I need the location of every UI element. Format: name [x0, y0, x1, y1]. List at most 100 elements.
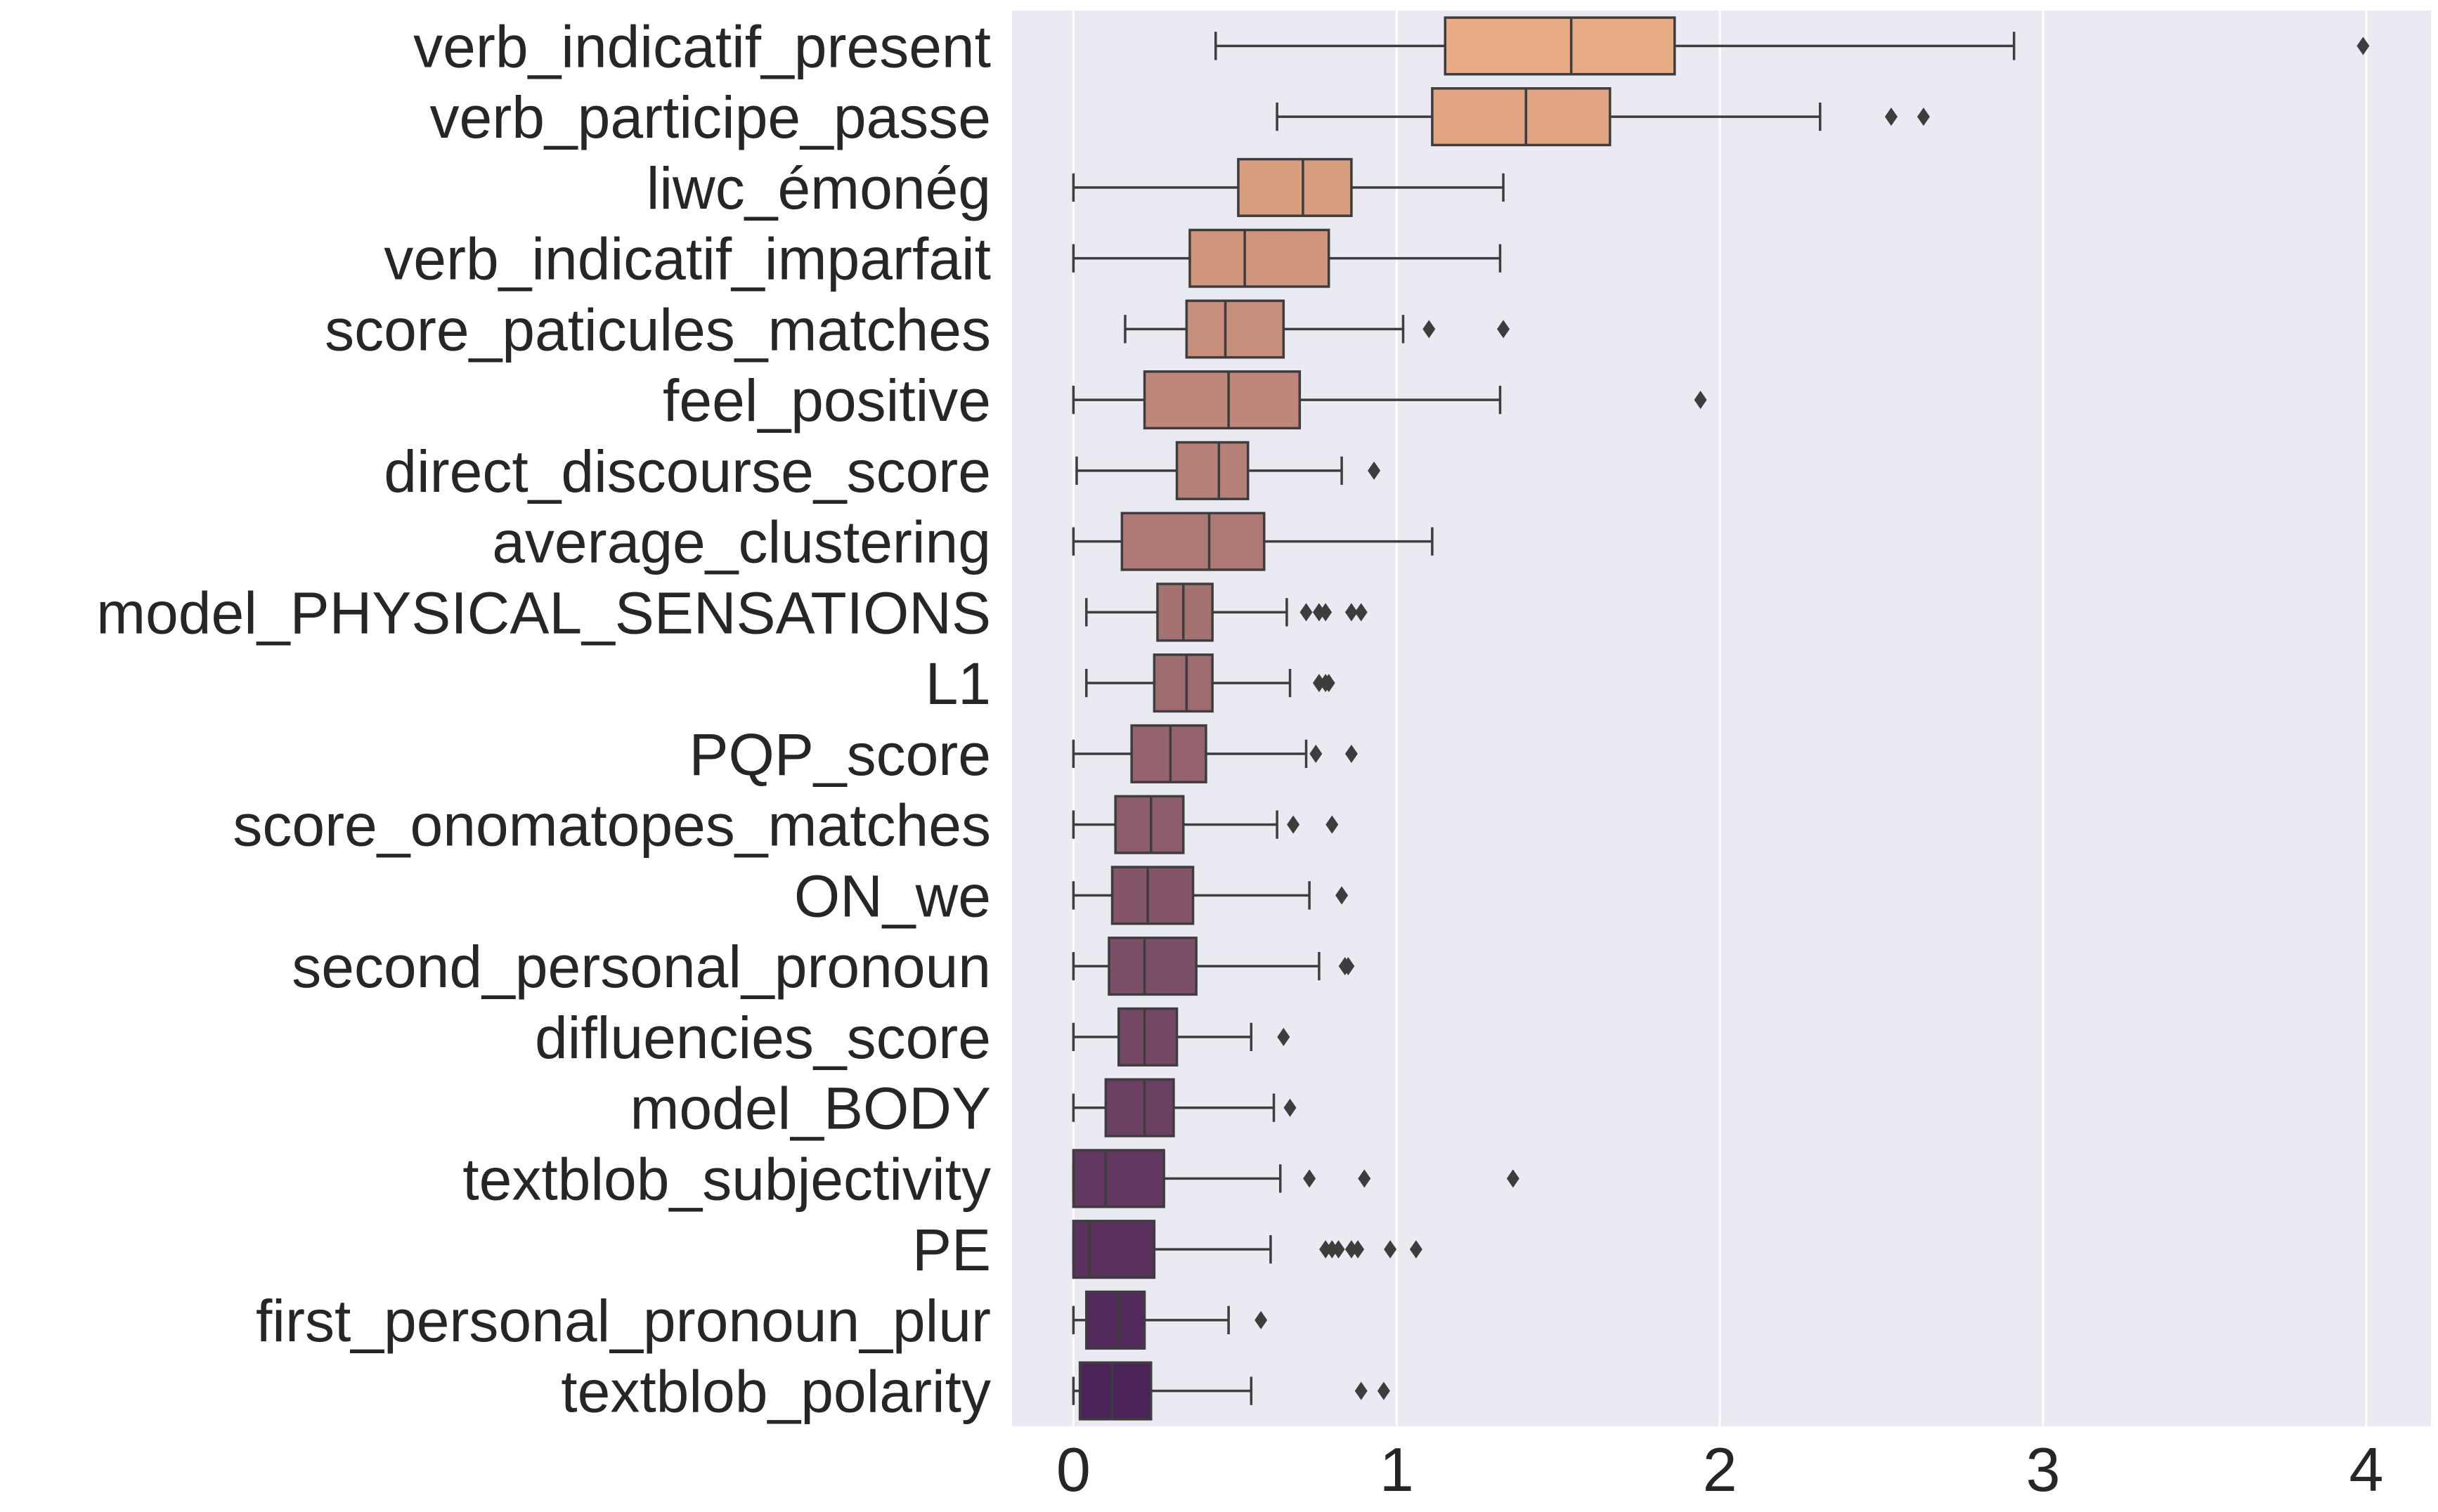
box-iqr	[1130, 724, 1207, 783]
box-iqr	[1120, 511, 1266, 571]
outlier-point	[1344, 1240, 1358, 1259]
box-iqr	[1175, 441, 1250, 500]
outlier-point	[1309, 744, 1323, 763]
outlier-point	[1344, 603, 1358, 622]
box-item	[1072, 1361, 1390, 1421]
category-label: verb_indicatif_present	[413, 13, 991, 79]
outlier-point	[1377, 1381, 1390, 1400]
box-item	[1072, 228, 1502, 288]
box-iqr	[1110, 866, 1195, 925]
category-label: PQP_score	[689, 722, 991, 788]
outlier-point	[1335, 886, 1349, 905]
box-iqr	[1153, 653, 1214, 713]
outlier-point	[1354, 603, 1368, 622]
outlier-point	[1283, 1098, 1297, 1117]
x-tick-label: 3	[2026, 1435, 2061, 1504]
box-iqr	[1078, 1361, 1153, 1421]
box-iqr	[1185, 299, 1285, 359]
box-item	[1214, 16, 2370, 76]
category-label: L1	[926, 651, 991, 717]
x-tick-label: 0	[1056, 1435, 1091, 1504]
box-item	[1072, 1078, 1297, 1138]
box-item	[1276, 87, 1930, 147]
outlier-point	[1344, 744, 1358, 763]
category-label: score_onomatopes_matches	[233, 793, 991, 859]
outlier-point	[1312, 674, 1325, 693]
category-label: second_personal_pronoun	[292, 934, 991, 1000]
outlier-point	[1351, 1240, 1365, 1259]
box-iqr	[1444, 16, 1676, 76]
outlier-point	[1325, 815, 1339, 834]
category-label: textblob_subjectivity	[462, 1146, 991, 1212]
category-label: model_BODY	[630, 1076, 991, 1142]
category-label: difluencies_score	[535, 1005, 991, 1071]
box-iqr	[1188, 228, 1330, 288]
box-item	[1072, 937, 1355, 996]
category-label: feel_positive	[663, 367, 991, 434]
outlier-point	[1354, 1381, 1368, 1400]
outlier-point	[1384, 1240, 1397, 1259]
box-iqr	[1156, 582, 1214, 642]
box-item	[1072, 1220, 1422, 1279]
outlier-point	[1497, 320, 1510, 339]
box-item	[1085, 653, 1335, 713]
outlier-point	[1368, 461, 1381, 480]
outlier-point	[1358, 1169, 1371, 1188]
outlier-point	[1694, 391, 1707, 410]
box-item	[1072, 157, 1505, 217]
category-label: textblob_polarity	[561, 1359, 991, 1425]
box-iqr	[1117, 1007, 1179, 1067]
x-tick-label: 2	[1703, 1435, 1737, 1504]
x-tick-label: 1	[1380, 1435, 1414, 1504]
outlier-point	[1277, 1027, 1290, 1046]
category-label: first_personal_pronoun_plur	[256, 1288, 991, 1354]
x-tick-labels: 0 1 2 3 4	[1056, 1435, 2384, 1504]
category-label: direct_discourse_score	[384, 438, 991, 504]
box-item	[1072, 370, 1707, 430]
outlier-point	[1325, 1240, 1339, 1259]
category-label: verb_indicatif_imparfait	[384, 226, 991, 292]
box-item	[1072, 866, 1349, 925]
x-tick-label: 4	[2349, 1435, 2384, 1504]
box-item	[1072, 795, 1339, 854]
outlier-point	[1254, 1310, 1268, 1329]
category-label: score_paticules_matches	[325, 296, 991, 363]
outlier-point	[1506, 1169, 1519, 1188]
box-item	[1075, 441, 1381, 500]
box-iqr	[1237, 157, 1353, 217]
outlier-point	[1332, 1240, 1345, 1259]
category-label: model_PHYSICAL_SENSATIONS	[96, 580, 991, 646]
box-iqr	[1143, 370, 1302, 430]
category-label: PE	[912, 1217, 991, 1283]
category-label: average_clustering	[492, 509, 991, 575]
box-item	[1072, 724, 1358, 783]
box-item	[1072, 1149, 1519, 1208]
category-labels: verb_indicatif_presentverb_participe_pas…	[96, 13, 991, 1424]
box-iqr	[1114, 795, 1185, 854]
box-item	[1085, 582, 1368, 642]
outlier-point	[1312, 603, 1325, 622]
outlier-point	[1319, 1240, 1333, 1259]
box-iqr	[1104, 1078, 1175, 1138]
outlier-point	[1303, 1169, 1316, 1188]
outlier-point	[1917, 107, 1930, 126]
box-item	[1072, 511, 1434, 571]
boxes-group	[1072, 16, 2370, 1421]
category-label: verb_participe_passe	[430, 84, 992, 150]
outlier-point	[1884, 107, 1898, 126]
plot-background	[1012, 11, 2431, 1426]
outlier-point	[1319, 603, 1333, 622]
category-label: ON_we	[794, 863, 991, 929]
outlier-point	[1422, 320, 1436, 339]
outlier-point	[1409, 1240, 1422, 1259]
outlier-point	[1287, 815, 1300, 834]
outlier-point	[1342, 957, 1355, 976]
category-label: liwc_émonég	[647, 155, 991, 221]
box-iqr	[1085, 1290, 1146, 1350]
box-iqr	[1431, 87, 1612, 147]
box-iqr	[1072, 1149, 1165, 1208]
outlier-point	[2356, 37, 2370, 56]
outlier-point	[1322, 674, 1335, 693]
outlier-point	[1299, 603, 1313, 622]
